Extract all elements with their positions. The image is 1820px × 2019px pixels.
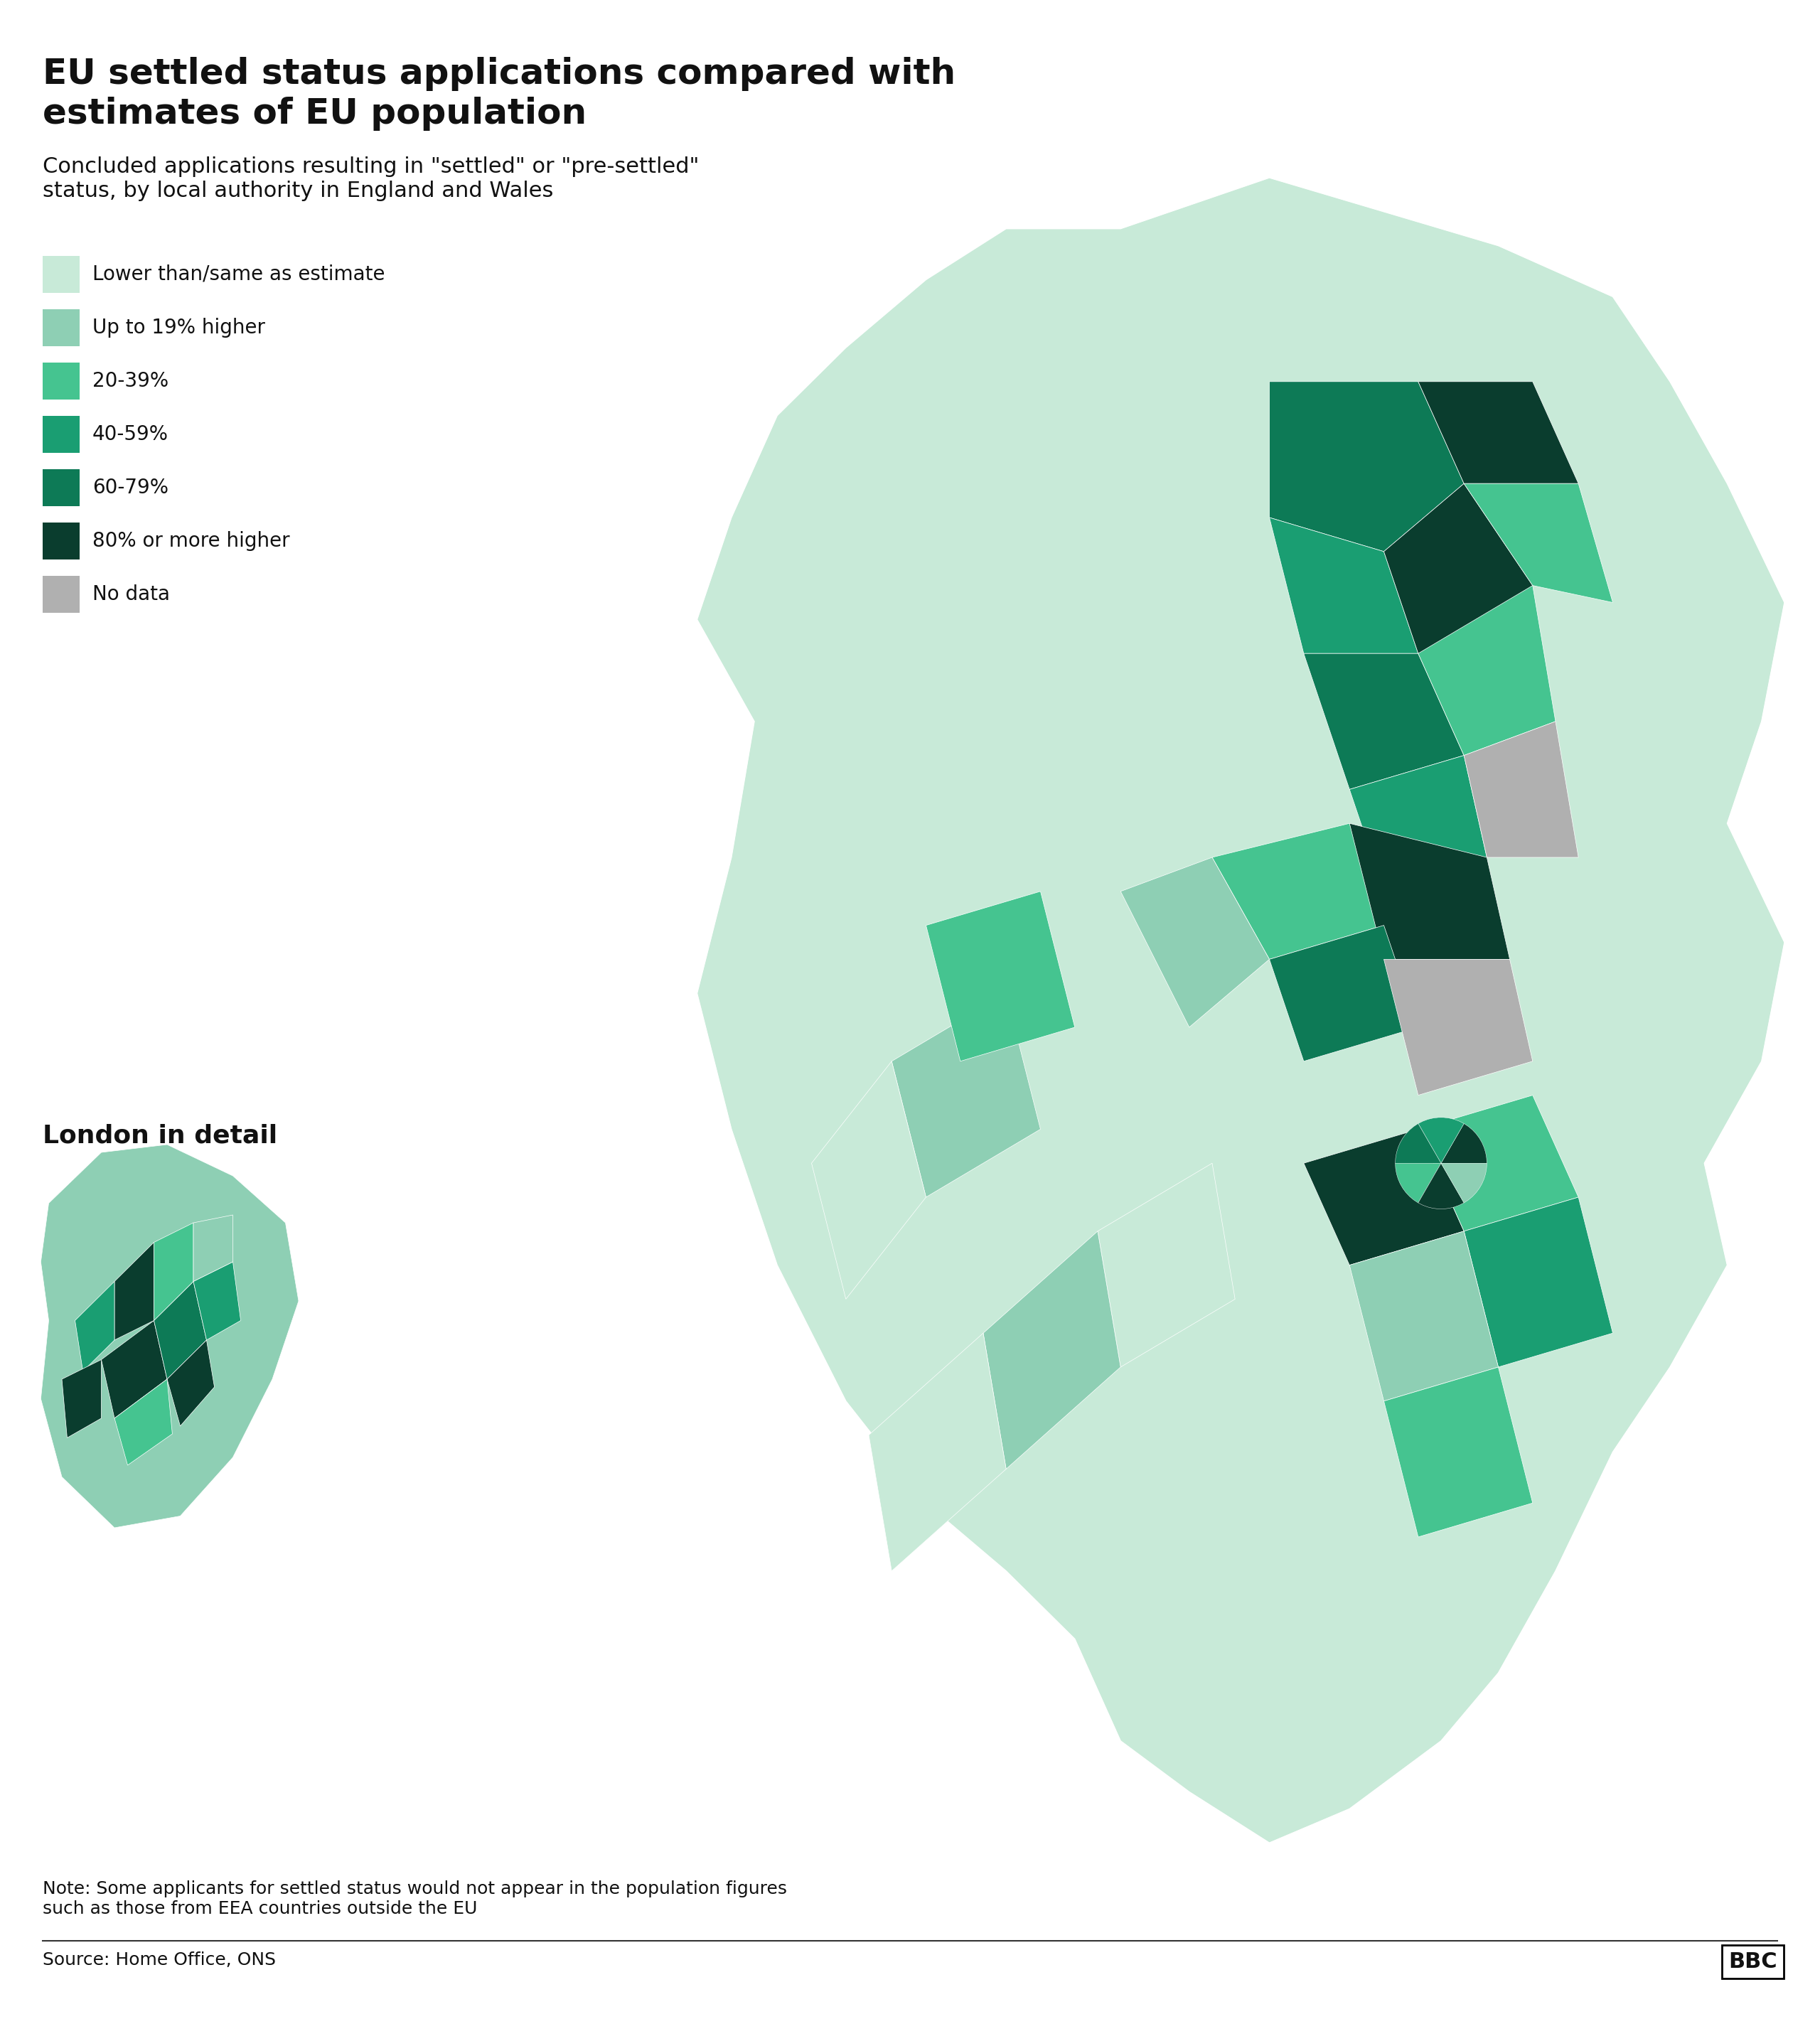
Text: 60-79%: 60-79% bbox=[93, 479, 169, 497]
Polygon shape bbox=[1097, 1163, 1236, 1367]
Polygon shape bbox=[1349, 824, 1511, 959]
Polygon shape bbox=[926, 890, 1076, 1062]
Polygon shape bbox=[1418, 1094, 1578, 1232]
Polygon shape bbox=[1269, 382, 1463, 551]
Polygon shape bbox=[1463, 721, 1578, 858]
Polygon shape bbox=[1418, 1117, 1463, 1163]
Text: No data: No data bbox=[93, 583, 169, 604]
Polygon shape bbox=[1441, 1163, 1487, 1203]
Polygon shape bbox=[1349, 755, 1487, 890]
Polygon shape bbox=[1383, 1367, 1532, 1536]
FancyBboxPatch shape bbox=[42, 363, 80, 400]
Text: 40-59%: 40-59% bbox=[93, 424, 169, 444]
Polygon shape bbox=[812, 1062, 926, 1298]
Polygon shape bbox=[1303, 654, 1463, 789]
Polygon shape bbox=[62, 1359, 102, 1438]
Polygon shape bbox=[1396, 1163, 1441, 1203]
Polygon shape bbox=[115, 1379, 173, 1466]
Polygon shape bbox=[40, 1145, 298, 1528]
Text: 80% or more higher: 80% or more higher bbox=[93, 531, 289, 551]
Polygon shape bbox=[155, 1224, 193, 1320]
Polygon shape bbox=[868, 1333, 1006, 1571]
Polygon shape bbox=[155, 1282, 206, 1379]
Text: Lower than/same as estimate: Lower than/same as estimate bbox=[93, 264, 386, 285]
Polygon shape bbox=[1121, 858, 1269, 1028]
FancyBboxPatch shape bbox=[42, 523, 80, 559]
Polygon shape bbox=[1463, 485, 1613, 602]
FancyBboxPatch shape bbox=[42, 575, 80, 614]
Polygon shape bbox=[193, 1215, 233, 1282]
Text: Concluded applications resulting in "settled" or "pre-settled"
status, by local : Concluded applications resulting in "set… bbox=[42, 155, 699, 202]
Polygon shape bbox=[1441, 1123, 1487, 1163]
Text: 20-39%: 20-39% bbox=[93, 371, 169, 392]
Text: BBC: BBC bbox=[1729, 1952, 1778, 1973]
Polygon shape bbox=[1396, 1123, 1441, 1163]
Text: EU settled status applications compared with
estimates of EU population: EU settled status applications compared … bbox=[42, 57, 956, 131]
Polygon shape bbox=[193, 1262, 240, 1341]
Polygon shape bbox=[1349, 1232, 1498, 1401]
Polygon shape bbox=[983, 1232, 1121, 1470]
Polygon shape bbox=[167, 1341, 215, 1425]
Polygon shape bbox=[1383, 485, 1532, 686]
Polygon shape bbox=[1212, 824, 1383, 959]
Polygon shape bbox=[102, 1320, 167, 1417]
Text: Up to 19% higher: Up to 19% higher bbox=[93, 317, 266, 337]
Polygon shape bbox=[1269, 517, 1418, 654]
Polygon shape bbox=[1269, 925, 1418, 1062]
Polygon shape bbox=[1418, 382, 1578, 485]
FancyBboxPatch shape bbox=[42, 309, 80, 345]
FancyBboxPatch shape bbox=[42, 468, 80, 507]
Text: London in detail: London in detail bbox=[42, 1123, 277, 1147]
Polygon shape bbox=[1383, 959, 1532, 1094]
Polygon shape bbox=[75, 1282, 115, 1371]
Polygon shape bbox=[697, 178, 1784, 1843]
Polygon shape bbox=[892, 993, 1041, 1197]
Polygon shape bbox=[1303, 1129, 1463, 1266]
Polygon shape bbox=[115, 1242, 155, 1341]
Text: Source: Home Office, ONS: Source: Home Office, ONS bbox=[42, 1952, 277, 1969]
Text: Note: Some applicants for settled status would not appear in the population figu: Note: Some applicants for settled status… bbox=[42, 1880, 786, 1918]
Polygon shape bbox=[1463, 1197, 1613, 1367]
Polygon shape bbox=[1418, 586, 1556, 755]
Polygon shape bbox=[1418, 1163, 1463, 1209]
FancyBboxPatch shape bbox=[42, 256, 80, 293]
FancyBboxPatch shape bbox=[42, 416, 80, 452]
